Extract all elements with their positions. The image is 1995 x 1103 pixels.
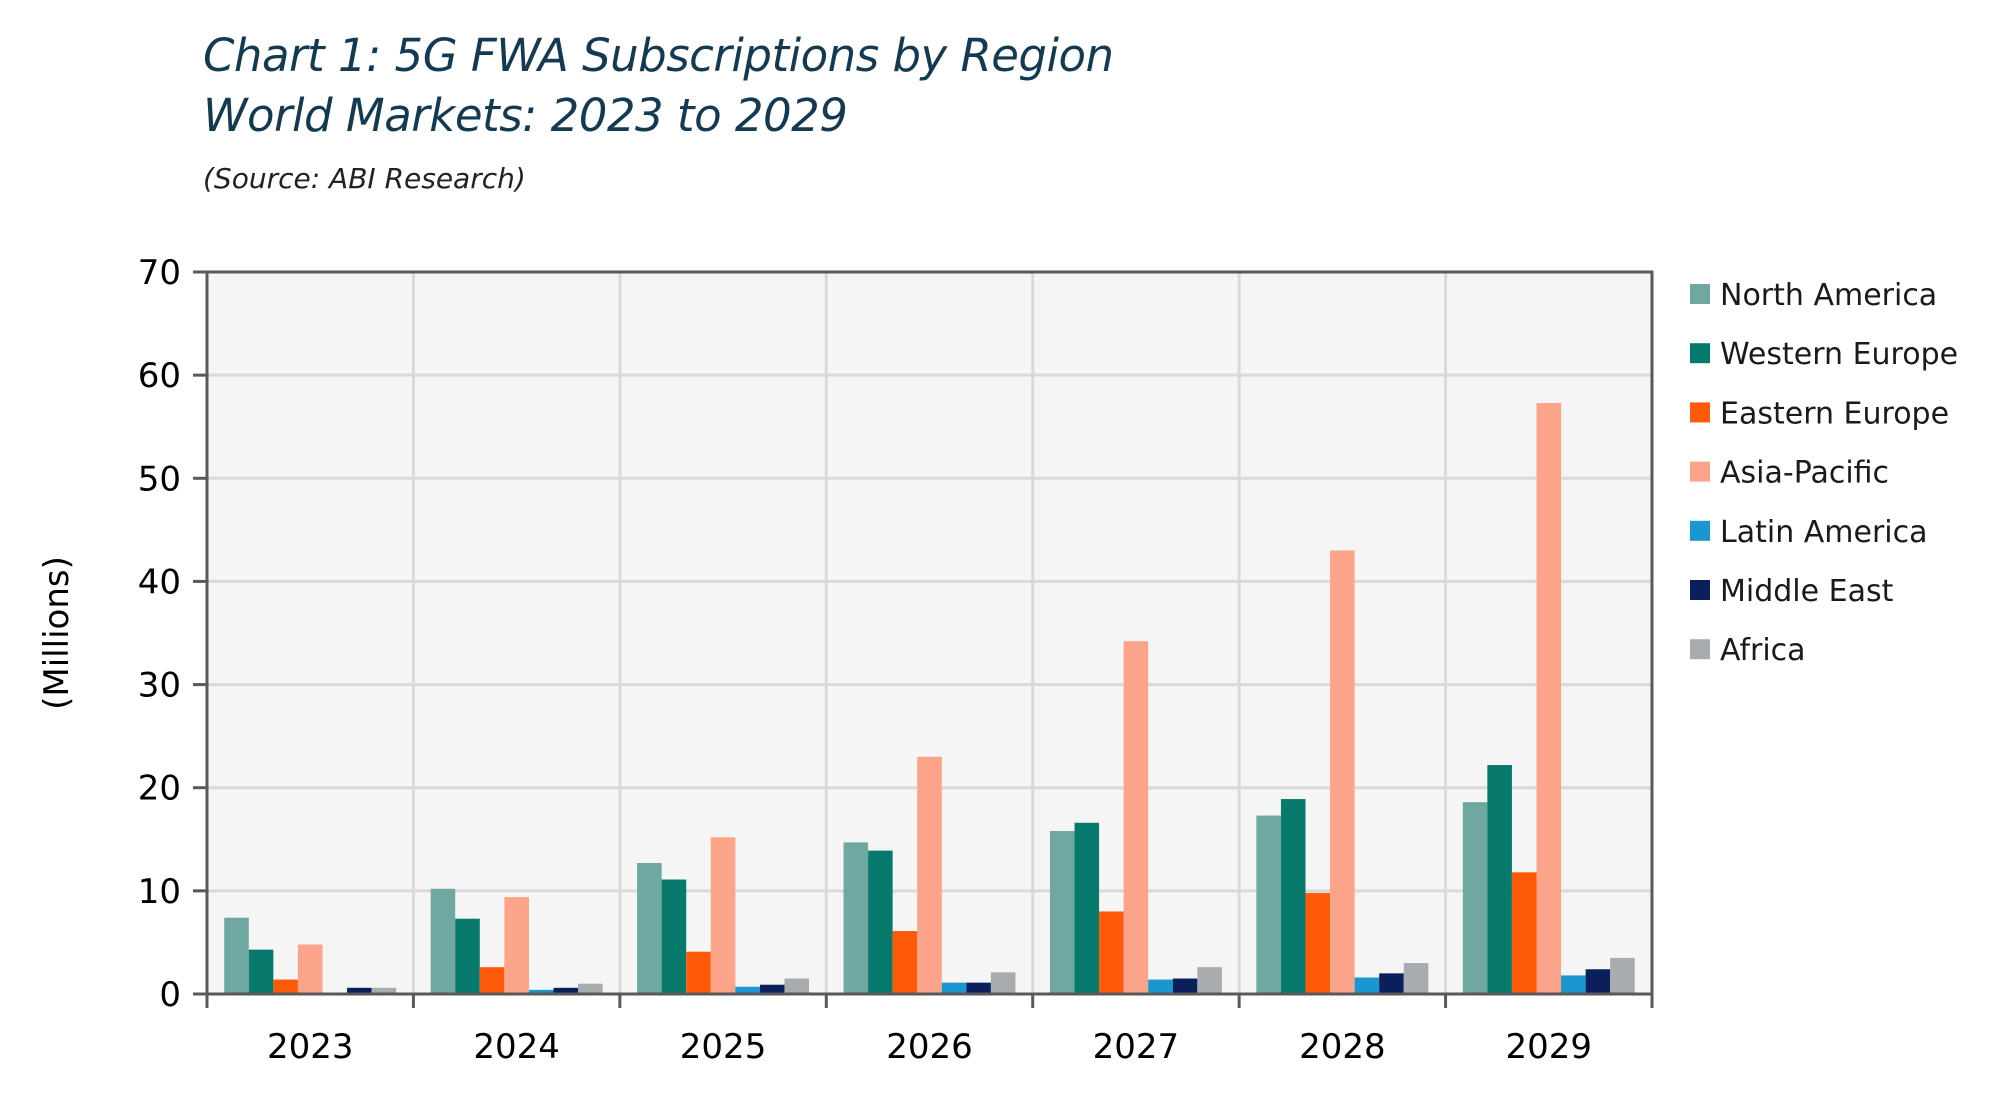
bar-middle-east-2024 <box>553 987 579 994</box>
bar-western-europe-2026 <box>868 850 893 994</box>
legend-swatch-africa <box>1690 639 1710 660</box>
chart-title-line-2: World Markets: 2023 to 2029 <box>203 89 848 142</box>
bar-asia-pacific-2026 <box>917 756 942 994</box>
x-tick-label-2023: 2023 <box>267 1027 354 1067</box>
bar-western-europe-2029 <box>1487 765 1512 994</box>
y-axis-title: (Millions) <box>37 556 77 710</box>
bar-north-america-2027 <box>1049 831 1075 994</box>
bar-latin-america-2025 <box>735 986 760 994</box>
legend-swatch-eastern-europe <box>1690 402 1710 423</box>
y-tick-label-50: 50 <box>138 459 181 499</box>
legend-label-eastern-europe: Eastern Europe <box>1720 396 1949 431</box>
bar-north-america-2028 <box>1256 815 1281 994</box>
bar-africa-2029 <box>1610 957 1635 994</box>
x-tick-label-2028: 2028 <box>1299 1027 1386 1067</box>
bar-middle-east-2027 <box>1172 978 1198 994</box>
bar-africa-2025 <box>784 978 810 994</box>
legend-label-middle-east: Middle East <box>1720 574 1894 609</box>
x-tick-label-2024: 2024 <box>473 1027 560 1067</box>
bar-north-america-2025 <box>637 863 662 994</box>
legend-swatch-asia-pacific <box>1690 461 1710 482</box>
bar-africa-2026 <box>990 972 1016 994</box>
bar-eastern-europe-2025 <box>686 951 711 994</box>
y-tick-label-30: 30 <box>138 666 181 706</box>
bar-asia-pacific-2025 <box>710 837 736 994</box>
chart-title: Chart 1: 5G FWA Subscriptions by Region … <box>203 26 1114 146</box>
bar-eastern-europe-2026 <box>892 931 918 994</box>
legend-label-north-america: North America <box>1720 278 1937 313</box>
bar-eastern-europe-2027 <box>1099 911 1124 994</box>
legend-label-latin-america: Latin America <box>1720 515 1928 550</box>
bar-latin-america-2026 <box>941 982 967 994</box>
bar-middle-east-2025 <box>759 984 785 994</box>
bar-africa-2023 <box>371 987 397 994</box>
bar-western-europe-2028 <box>1280 799 1306 994</box>
bar-western-europe-2027 <box>1074 822 1100 994</box>
y-tick-label-60: 60 <box>138 356 181 396</box>
bar-western-europe-2024 <box>455 918 480 994</box>
legend-swatch-middle-east <box>1690 580 1710 600</box>
legend-swatch-western-europe <box>1690 343 1710 364</box>
x-tick-label-2026: 2026 <box>886 1027 973 1067</box>
bar-western-europe-2023 <box>248 949 274 994</box>
y-tick-label-40: 40 <box>138 562 181 602</box>
bar-middle-east-2026 <box>966 982 991 994</box>
bar-africa-2028 <box>1403 963 1429 994</box>
legend-label-africa: Africa <box>1720 633 1806 668</box>
bar-asia-pacific-2024 <box>504 897 529 994</box>
bar-latin-america-2028 <box>1354 977 1380 994</box>
bar-asia-pacific-2027 <box>1123 641 1149 994</box>
bar-north-america-2026 <box>843 842 869 994</box>
plot-border <box>205 270 1654 996</box>
legend-label-western-europe: Western Europe <box>1720 337 1958 372</box>
bar-eastern-europe-2028 <box>1305 892 1331 994</box>
bar-latin-america-2024 <box>528 989 554 994</box>
bar-north-america-2029 <box>1462 802 1488 994</box>
bar-eastern-europe-2023 <box>273 979 298 994</box>
bar-western-europe-2025 <box>661 879 687 994</box>
chart-title-line-1: Chart 1: 5G FWA Subscriptions by Region <box>203 29 1114 82</box>
y-tick-label-20: 20 <box>138 769 181 809</box>
y-tick-label-0: 0 <box>159 975 181 1015</box>
bar-middle-east-2028 <box>1379 973 1404 994</box>
bar-asia-pacific-2028 <box>1330 550 1355 994</box>
bar-eastern-europe-2029 <box>1511 872 1537 994</box>
legend-swatch-latin-america <box>1690 520 1710 541</box>
legend-swatch-north-america <box>1690 284 1710 304</box>
bar-africa-2024 <box>578 983 603 994</box>
y-tick-label-70: 70 <box>138 253 181 293</box>
bar-middle-east-2029 <box>1585 969 1611 994</box>
bar-middle-east-2023 <box>347 987 372 994</box>
bar-latin-america-2029 <box>1561 975 1586 994</box>
bar-north-america-2023 <box>224 917 249 994</box>
bar-latin-america-2027 <box>1148 979 1173 994</box>
bar-eastern-europe-2024 <box>479 967 505 994</box>
bar-asia-pacific-2023 <box>297 944 323 994</box>
legend-label-asia-pacific: Asia-Pacific <box>1720 456 1889 491</box>
y-tick-label-10: 10 <box>138 872 181 912</box>
x-tick-label-2027: 2027 <box>1093 1027 1180 1067</box>
bar-asia-pacific-2029 <box>1536 402 1562 994</box>
chart-source: (Source: ABI Research) <box>203 162 526 195</box>
x-tick-label-2025: 2025 <box>680 1027 767 1067</box>
bar-africa-2027 <box>1197 967 1222 994</box>
bar-north-america-2024 <box>430 888 456 994</box>
x-tick-label-2029: 2029 <box>1506 1027 1593 1067</box>
